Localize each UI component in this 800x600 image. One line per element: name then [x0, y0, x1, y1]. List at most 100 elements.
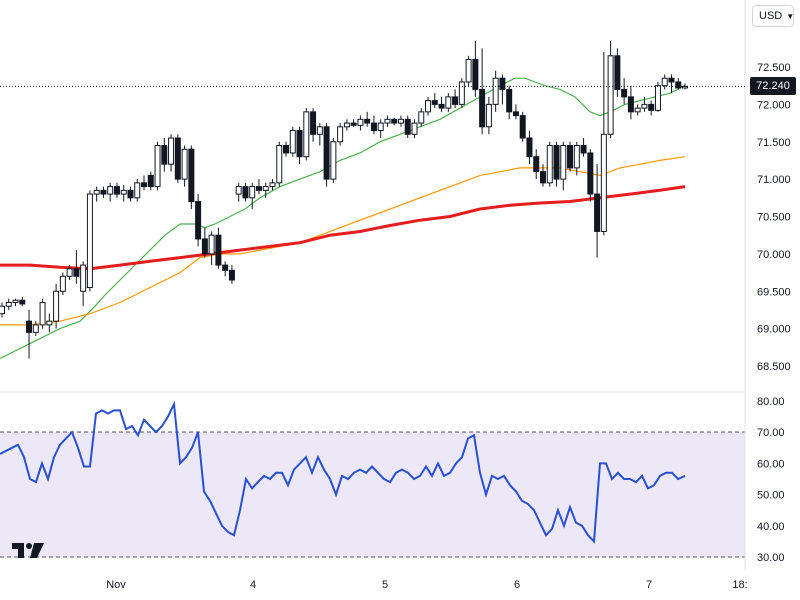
candle [438, 96, 445, 112]
candle [607, 40, 614, 139]
candle-body [600, 133, 607, 232]
candle-body [573, 144, 580, 169]
tradingview-logo-icon[interactable] [12, 540, 46, 565]
candle-body [228, 269, 235, 281]
candle-body [526, 137, 533, 158]
candle [303, 108, 310, 161]
candle [262, 182, 269, 198]
candle-body [479, 88, 486, 128]
candle-body [330, 141, 337, 180]
candle-body [93, 189, 100, 195]
candle [472, 40, 479, 97]
candle-body [168, 137, 175, 165]
candle [661, 74, 668, 90]
candle-body [100, 189, 107, 195]
candle-body [120, 189, 127, 195]
candle-body [26, 320, 33, 333]
candle-body [364, 118, 371, 124]
candle-body [675, 81, 682, 89]
candle [276, 141, 283, 187]
candle-body [553, 144, 560, 180]
candle [539, 164, 546, 187]
candle [161, 138, 168, 172]
candle [418, 108, 425, 127]
chevron-down-icon: ▼ [786, 11, 795, 21]
candle-body [492, 77, 499, 105]
candle-body [188, 148, 195, 203]
rsi-tick-label: 60.00 [757, 458, 785, 470]
candle-body [458, 81, 465, 105]
candle-body [661, 77, 668, 87]
candle [242, 182, 249, 202]
candle [296, 126, 303, 165]
candle [397, 115, 404, 127]
candle [641, 96, 648, 112]
time-axis[interactable]: Nov 4 5 6 7 18: [106, 579, 747, 591]
candle-body [269, 182, 276, 188]
candle-body [384, 118, 391, 124]
moving-average-long-line [0, 185, 686, 271]
candle [364, 111, 371, 127]
time-tick-label: 18: [732, 579, 747, 591]
candle [627, 85, 634, 120]
moving-average-short-line [0, 77, 686, 360]
candle-body [539, 171, 546, 184]
candle-body [357, 118, 364, 126]
candle [154, 141, 161, 191]
candle [46, 313, 53, 333]
candle-body [59, 275, 66, 292]
candle-body [472, 59, 479, 90]
candle-body [418, 111, 425, 124]
candle [553, 141, 560, 187]
candle-body [39, 301, 46, 326]
moving-averages-layer [0, 77, 686, 360]
candle-body [80, 264, 87, 292]
candle-body [411, 122, 418, 135]
candle [377, 119, 384, 139]
candle-body [499, 77, 506, 90]
price-tick-label: 69.500 [757, 286, 791, 298]
candle [53, 283, 60, 329]
candle-body [445, 96, 452, 109]
candle-body [174, 137, 181, 180]
candle-body [580, 144, 587, 154]
candle [107, 182, 114, 202]
candle-body [614, 55, 621, 90]
rsi-tick-label: 70.00 [757, 427, 785, 439]
candle [316, 123, 323, 146]
time-tick-label: 7 [646, 579, 652, 591]
candle-body [296, 130, 303, 158]
candle [485, 96, 492, 135]
candles-layer [0, 40, 688, 359]
price-tick-label: 72.000 [757, 99, 791, 111]
candle [283, 141, 290, 157]
candle [445, 93, 452, 112]
candle-body [12, 299, 19, 303]
candle [127, 186, 134, 202]
candle [59, 272, 66, 295]
candle [391, 117, 398, 126]
candle-body [242, 186, 249, 199]
candle-body [147, 174, 154, 188]
candle-body [370, 122, 377, 132]
candle [425, 96, 432, 116]
candle [621, 78, 628, 105]
candle [195, 194, 202, 247]
price-tick-label: 68.500 [757, 361, 791, 373]
rsi-axis[interactable]: 80.00 70.00 60.00 50.00 40.00 30.00 [757, 396, 785, 564]
candle [147, 171, 154, 191]
candle-body [289, 130, 296, 154]
currency-selector[interactable]: USD ▼ [752, 5, 794, 27]
candle [668, 74, 675, 94]
candle-body [560, 144, 567, 180]
candle [323, 123, 330, 187]
candle-body [431, 100, 438, 105]
candle-body [276, 144, 283, 184]
candle-body [222, 264, 229, 271]
price-tick-label: 69.000 [757, 324, 791, 336]
rsi-band [0, 432, 745, 557]
candle [330, 138, 337, 183]
candle [533, 149, 540, 180]
price-axis[interactable]: 72.500 72.000 71.500 71.000 70.500 70.000 69.5… [757, 62, 791, 373]
